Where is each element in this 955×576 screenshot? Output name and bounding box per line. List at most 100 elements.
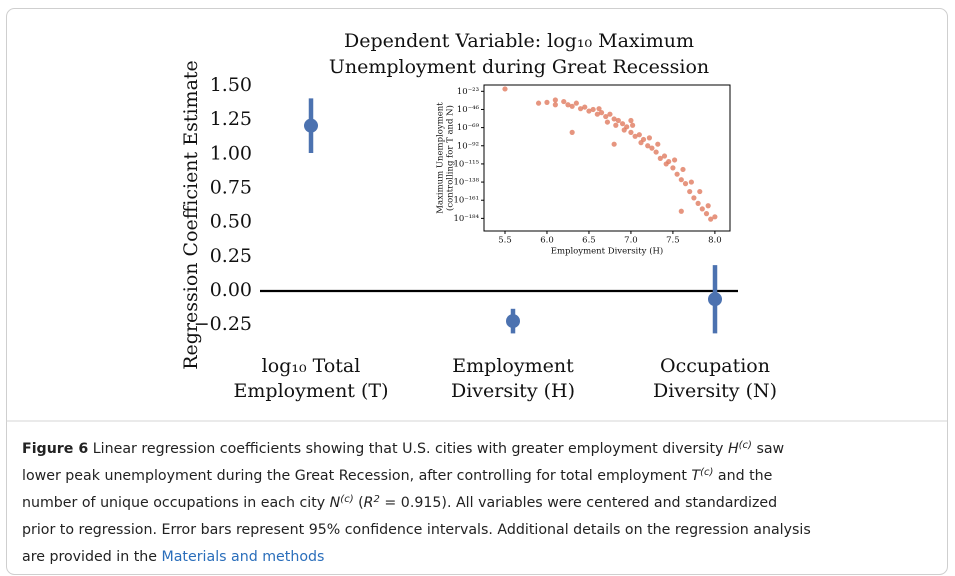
caption-text: (c): [738, 440, 752, 451]
y-axis-label: Maximum Unemployment: [436, 102, 446, 214]
point: [594, 111, 600, 117]
y-tick-label: 10⁻¹¹⁵: [453, 159, 479, 169]
caption-text: prior to regression. Error bars represen…: [22, 522, 811, 538]
link[interactable]: Materials and methods: [161, 549, 325, 565]
x-tick-label: 5.5: [498, 236, 512, 246]
caption-text: T: [691, 468, 701, 484]
y-tick-label: 1.50: [210, 74, 252, 96]
point: [705, 203, 711, 209]
y-tick-label: 0.25: [210, 245, 252, 267]
chart-title: Unemployment during Great Recession: [329, 56, 709, 78]
y-tick-label: 10⁻⁹²: [457, 141, 479, 151]
point: [688, 179, 694, 185]
point: [699, 206, 705, 212]
x-tick-label: log₁₀ Total: [262, 355, 361, 377]
inset-frame: [483, 84, 731, 232]
point: [596, 106, 602, 112]
x-tick-label: Diversity (N): [653, 380, 777, 402]
point: [506, 314, 520, 329]
point: [611, 141, 617, 147]
caption: Figure 6 Linear regression coefficients …: [22, 436, 947, 571]
point: [502, 86, 508, 92]
caption-text: (c): [340, 494, 354, 505]
caption-text: number of unique occupations in each cit…: [22, 495, 330, 511]
point: [697, 188, 703, 195]
point: [598, 110, 605, 116]
point: [687, 188, 693, 195]
y-tick-label: 1.00: [210, 142, 252, 164]
chart-title: Dependent Variable: log₁₀ Maximum: [344, 30, 694, 52]
y-axis-label: (controlling for T and N): [445, 105, 456, 211]
point: [619, 121, 626, 127]
caption-text: (: [353, 495, 364, 511]
point: [645, 143, 651, 149]
point: [708, 216, 714, 222]
point: [582, 104, 588, 110]
point: [636, 132, 642, 138]
y-tick-label: 0.50: [210, 211, 252, 233]
x-tick-label: 8.0: [708, 236, 722, 246]
caption-text: are provided in the: [22, 549, 162, 565]
point: [552, 97, 558, 103]
caption-text: (c): [700, 467, 714, 478]
point: [613, 122, 619, 128]
point: [646, 135, 652, 141]
y-tick-label: 10⁻⁶⁹: [457, 123, 480, 133]
y-tick-label: 1.25: [210, 108, 252, 130]
point: [569, 103, 575, 109]
point: [678, 208, 684, 214]
point: [577, 106, 584, 112]
point: [565, 102, 571, 108]
point: [653, 149, 659, 155]
point: [670, 165, 676, 171]
x-tick-label: Diversity (H): [451, 380, 575, 402]
point: [561, 98, 567, 105]
caption-text: saw: [751, 441, 785, 457]
y-tick-label: 10⁻²³: [457, 87, 479, 97]
caption-text: and the: [713, 468, 773, 484]
x-tick-label: 7.0: [624, 236, 638, 246]
caption-line: Figure 6 Linear regression coefficients …: [22, 436, 947, 463]
y-tick-label: 10⁻¹³⁸: [453, 178, 479, 188]
point: [624, 124, 630, 130]
point: [611, 116, 617, 122]
point: [603, 113, 609, 120]
y-tick-label: 10⁻¹⁶¹: [453, 196, 479, 206]
point: [590, 106, 596, 113]
caption-text: = 0.915). All variables were centered an…: [379, 495, 778, 511]
point: [657, 155, 663, 161]
y-tick-label: 10⁻¹⁸⁴: [453, 214, 479, 224]
point: [552, 102, 558, 108]
caption-text: H: [727, 441, 739, 457]
caption-text: lower peak unemployment during the Great…: [22, 468, 692, 484]
point: [649, 145, 655, 151]
point: [666, 158, 672, 165]
point: [607, 111, 613, 117]
inset-background: [484, 85, 730, 231]
figure-frame: [6, 8, 948, 575]
x-tick-label: 6.5: [582, 236, 596, 246]
point: [674, 171, 680, 177]
point: [691, 195, 697, 201]
y-tick-label: −0.25: [194, 313, 252, 335]
y-tick-label: 0.75: [210, 177, 252, 199]
point: [544, 99, 550, 105]
caption-text: R: [363, 495, 374, 511]
y-axis-label: Regression Coefficient Estimate: [180, 60, 202, 370]
point: [569, 129, 575, 135]
point: [655, 141, 661, 147]
point: [628, 129, 634, 135]
point: [680, 166, 686, 173]
x-tick-label: Employment: [452, 355, 574, 377]
x-tick-label: 7.5: [666, 236, 680, 246]
caption-text: Linear regression coefficients showing t…: [88, 441, 728, 457]
point: [604, 119, 611, 125]
point: [628, 117, 634, 124]
point: [586, 108, 592, 114]
point: [712, 214, 718, 220]
x-tick-label: 6.0: [540, 236, 554, 246]
point: [630, 122, 636, 128]
point: [703, 211, 710, 217]
